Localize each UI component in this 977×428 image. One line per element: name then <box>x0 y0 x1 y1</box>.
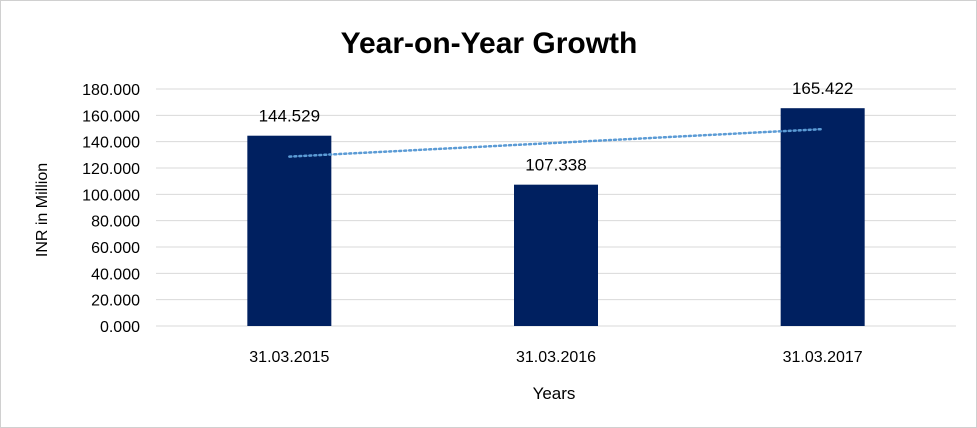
y-tick-label: 60.000 <box>91 240 140 257</box>
y-axis-ticks: 0.000 20.000 40.000 60.000 80.000 100.000 120.… <box>82 82 140 336</box>
chart-title: Year-on-Year Growth <box>341 27 638 60</box>
trendline <box>288 127 824 158</box>
y-tick-label: 100.000 <box>82 187 140 204</box>
data-label: 165.422 <box>792 79 853 98</box>
bar <box>780 108 865 326</box>
data-label: 144.529 <box>259 107 320 126</box>
data-labels: 144.529 107.338 165.422 <box>259 79 854 174</box>
y-tick-label: 160.000 <box>82 108 140 125</box>
y-tick-label: 80.000 <box>91 214 140 231</box>
y-tick-label: 120.000 <box>82 161 140 178</box>
y-tick-label: 140.000 <box>82 135 140 152</box>
y-tick-label: 20.000 <box>91 293 140 310</box>
trendline-path <box>288 127 824 158</box>
data-label: 107.338 <box>525 156 586 175</box>
bar <box>247 135 332 326</box>
x-tick-label: 31.03.2017 <box>783 349 863 366</box>
bar <box>514 184 598 326</box>
y-tick-label: 180.000 <box>82 82 140 99</box>
x-axis-ticks: 31.03.2015 31.03.2016 31.03.2017 <box>249 349 863 366</box>
y-tick-label: 0.000 <box>100 319 140 336</box>
y-tick-label: 40.000 <box>91 266 140 283</box>
x-tick-label: 31.03.2015 <box>249 349 329 366</box>
y-axis-title: INR in Million <box>34 163 51 257</box>
x-tick-label: 31.03.2016 <box>516 349 596 366</box>
bars <box>247 108 865 326</box>
x-axis-title: Years <box>533 384 576 403</box>
